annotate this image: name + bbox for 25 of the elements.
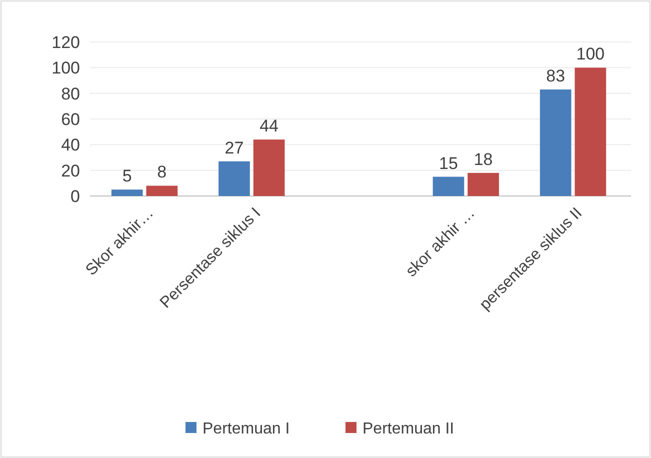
data-label: 83 <box>546 66 566 86</box>
bar <box>111 190 143 196</box>
legend-label: Pertemuan II <box>362 420 454 438</box>
bar <box>218 161 250 196</box>
bar <box>146 186 178 196</box>
data-label: 8 <box>157 162 167 182</box>
bar <box>432 176 464 196</box>
data-label: 18 <box>474 150 493 169</box>
bar <box>540 89 572 196</box>
y-tick-label: 40 <box>61 136 80 155</box>
bar <box>253 140 285 196</box>
y-tick-label: 20 <box>61 161 80 180</box>
legend-label: Pertemuan I <box>202 420 290 438</box>
y-tick-label: 60 <box>61 110 80 129</box>
data-label: 100 <box>576 44 605 64</box>
data-label: 5 <box>122 166 132 186</box>
y-tick-label: 80 <box>61 84 80 104</box>
data-label: 44 <box>260 116 278 136</box>
bar <box>574 68 606 196</box>
bar <box>468 172 499 196</box>
y-tick-label: 0 <box>70 186 80 206</box>
data-label: 27 <box>224 138 244 158</box>
y-tick-label: 100 <box>52 58 80 78</box>
y-tick-label: 120 <box>52 32 80 52</box>
data-label: 15 <box>439 154 458 173</box>
